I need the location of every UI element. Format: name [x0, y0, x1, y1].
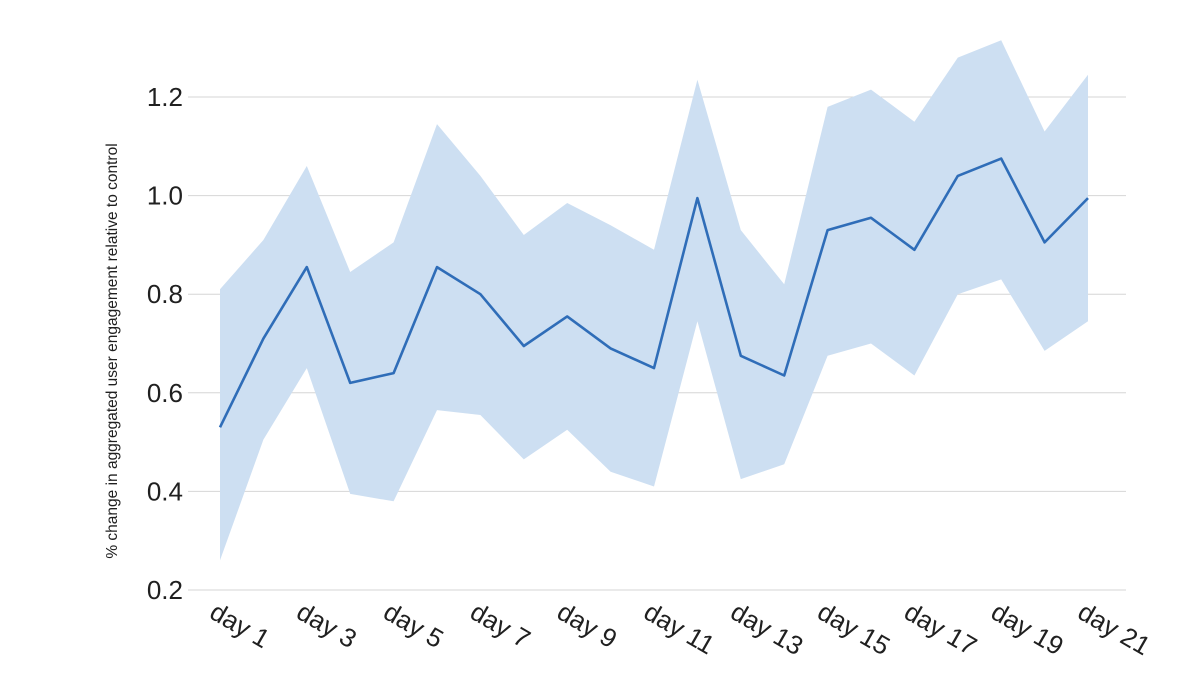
- x-tick-label: day 1: [205, 596, 275, 654]
- x-tick-label: day 3: [292, 596, 362, 654]
- y-tick-label: 0.6: [147, 378, 183, 408]
- y-tick-label: 0.8: [147, 279, 183, 309]
- confidence-band: [220, 40, 1088, 561]
- x-tick-label: day 13: [726, 596, 809, 661]
- x-tick-label: day 19: [986, 596, 1069, 661]
- x-tick-label: day 11: [639, 596, 720, 660]
- y-tick-label: 0.2: [147, 575, 183, 605]
- x-tick-label: day 21: [1073, 596, 1156, 661]
- series-line-layer: [218, 157, 1089, 428]
- y-axis-tick-labels: 0.2 0.4 0.6 0.8 1.0 1.2: [147, 82, 183, 605]
- y-axis-title: % change in aggregated user engagement r…: [104, 143, 121, 558]
- confidence-band-layer: [220, 40, 1088, 561]
- x-tick-label: day 5: [379, 596, 449, 654]
- y-tick-label: 1.2: [147, 82, 183, 112]
- y-tick-label: 0.4: [147, 476, 183, 506]
- y-tick-label: 1.0: [147, 181, 183, 211]
- x-tick-label: day 7: [465, 596, 535, 654]
- x-tick-label: day 9: [552, 596, 622, 654]
- x-axis-tick-labels: day 1 day 3 day 5 day 7 day 9 day 11 day 13 day…: [205, 596, 1156, 661]
- x-tick-label: day 17: [899, 596, 982, 661]
- x-tick-label: day 15: [813, 596, 896, 661]
